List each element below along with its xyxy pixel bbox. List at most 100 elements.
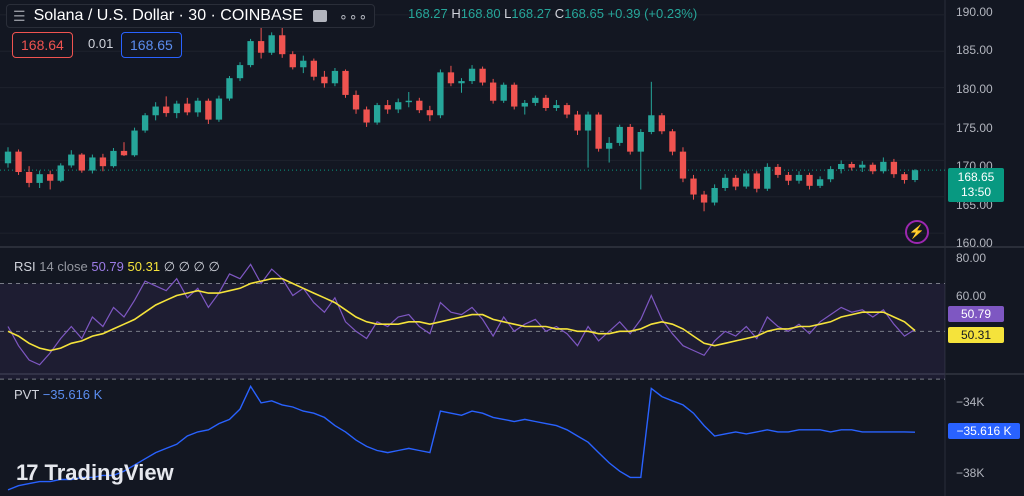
menu-icon[interactable]: ☰ bbox=[13, 7, 26, 24]
rsi-value-tag: 50.79 bbox=[948, 306, 1004, 322]
rsi-tick: 60.00 bbox=[956, 289, 987, 303]
candle-body bbox=[289, 54, 296, 68]
high-label: H bbox=[451, 6, 461, 21]
candle-body bbox=[500, 84, 507, 101]
candle-body bbox=[827, 169, 834, 180]
candle-body bbox=[373, 105, 381, 123]
candle-body bbox=[764, 166, 771, 189]
candle-body bbox=[637, 132, 644, 152]
candle-body bbox=[184, 103, 191, 113]
candle-body bbox=[721, 177, 729, 188]
pvt-legend[interactable]: PVT −35.616 K bbox=[14, 387, 102, 402]
candle-body bbox=[363, 109, 370, 123]
pvt-tick: −38K bbox=[956, 466, 985, 480]
candle-body bbox=[36, 174, 43, 183]
candle-body bbox=[110, 150, 117, 167]
lightning-icon[interactable]: ⚡ bbox=[905, 220, 929, 244]
candle-body bbox=[173, 103, 180, 114]
rsi-legend[interactable]: RSI 14 close 50.79 50.31 ∅ ∅ ∅ ∅ bbox=[14, 259, 220, 275]
flag-icon[interactable] bbox=[313, 10, 327, 22]
candle-body bbox=[152, 106, 159, 116]
candle-body bbox=[563, 105, 571, 115]
candle-body bbox=[911, 170, 919, 180]
current-price: 168.65 bbox=[957, 170, 995, 184]
candle-body bbox=[78, 154, 85, 171]
symbol-header[interactable]: ☰ Solana / U.S. Dollar · 30 · COINBASE ∘… bbox=[6, 4, 376, 28]
candle-body bbox=[194, 100, 202, 113]
candle-body bbox=[521, 102, 528, 107]
candle-body bbox=[648, 115, 655, 132]
sell-price-button[interactable]: 168.64 bbox=[12, 32, 73, 58]
candle-body bbox=[806, 174, 813, 186]
price-tick: 160.00 bbox=[956, 236, 993, 250]
candle-body bbox=[131, 130, 138, 156]
candle-body bbox=[627, 126, 634, 152]
candle-body bbox=[848, 164, 855, 168]
candle-body bbox=[215, 98, 223, 120]
price-tick: 190.00 bbox=[956, 5, 993, 19]
buy-price-button[interactable]: 168.65 bbox=[121, 32, 182, 58]
candle-body bbox=[743, 173, 750, 187]
candle-body bbox=[753, 173, 760, 189]
more-icon[interactable]: ∘∘∘ bbox=[339, 7, 369, 24]
low-value: 168.27 bbox=[511, 6, 552, 21]
candle-body bbox=[331, 70, 339, 84]
candle-body bbox=[553, 105, 560, 108]
rsi-tick: 80.00 bbox=[956, 251, 987, 265]
pvt-series-line bbox=[7, 384, 916, 491]
rsi-label: RSI bbox=[14, 259, 36, 274]
candle-body bbox=[99, 157, 107, 167]
candle-body bbox=[57, 165, 64, 181]
rsi-ma-value: 50.31 bbox=[127, 259, 161, 274]
candle-body bbox=[795, 174, 803, 181]
candle-body bbox=[47, 174, 54, 181]
candle-body bbox=[300, 60, 307, 68]
candle-body bbox=[447, 72, 455, 84]
candle-body bbox=[247, 41, 254, 66]
candle-body bbox=[880, 161, 887, 172]
symbol-title: Solana / U.S. Dollar · 30 · COINBASE bbox=[33, 7, 303, 24]
pvt-value-tag: −35.616 K bbox=[948, 423, 1020, 439]
candle-body bbox=[532, 97, 539, 103]
candle-body bbox=[584, 114, 592, 131]
pvt-label: PVT bbox=[14, 387, 40, 402]
candle-body bbox=[616, 126, 623, 143]
rsi-extra: ∅ ∅ ∅ ∅ bbox=[163, 259, 220, 274]
candle-body bbox=[479, 68, 486, 83]
candle-body bbox=[426, 110, 434, 116]
candle-body bbox=[605, 142, 613, 149]
tradingview-logo: 17 bbox=[16, 460, 39, 485]
candle-body bbox=[489, 82, 497, 101]
candle-body bbox=[669, 131, 676, 152]
price-tick: 185.00 bbox=[956, 43, 993, 57]
candle-body bbox=[205, 100, 212, 120]
candle-body bbox=[700, 194, 708, 203]
candle-body bbox=[352, 94, 360, 110]
candle-body bbox=[310, 60, 318, 77]
candle-body bbox=[279, 35, 286, 55]
candle-body bbox=[321, 76, 328, 84]
rsi-params: 14 close bbox=[39, 259, 88, 274]
candle-body bbox=[468, 68, 476, 82]
candle-body bbox=[511, 84, 518, 107]
candle-body bbox=[15, 151, 22, 172]
open-value: 168.27 bbox=[408, 6, 448, 21]
candle-body bbox=[342, 70, 349, 95]
candle-body bbox=[574, 114, 581, 131]
candle-body bbox=[542, 97, 550, 108]
current-price-tag: 168.65 13:50 bbox=[948, 168, 1004, 202]
candle-body bbox=[141, 115, 149, 131]
spread-value: 0.01 bbox=[88, 36, 114, 51]
candle-body bbox=[679, 151, 687, 179]
rsi-series-line bbox=[7, 263, 916, 366]
rsi-series-line bbox=[7, 277, 916, 352]
ohlc-readout: 168.27 H168.80 L168.27 C168.65 +0.39 (+0… bbox=[408, 6, 697, 21]
candle-body bbox=[120, 150, 128, 156]
candle-body bbox=[816, 179, 824, 186]
candle-body bbox=[416, 100, 423, 111]
candle-body bbox=[257, 41, 265, 53]
close-value: 168.65 bbox=[564, 6, 604, 21]
candle-body bbox=[68, 154, 75, 166]
price-tick: 180.00 bbox=[956, 82, 993, 96]
